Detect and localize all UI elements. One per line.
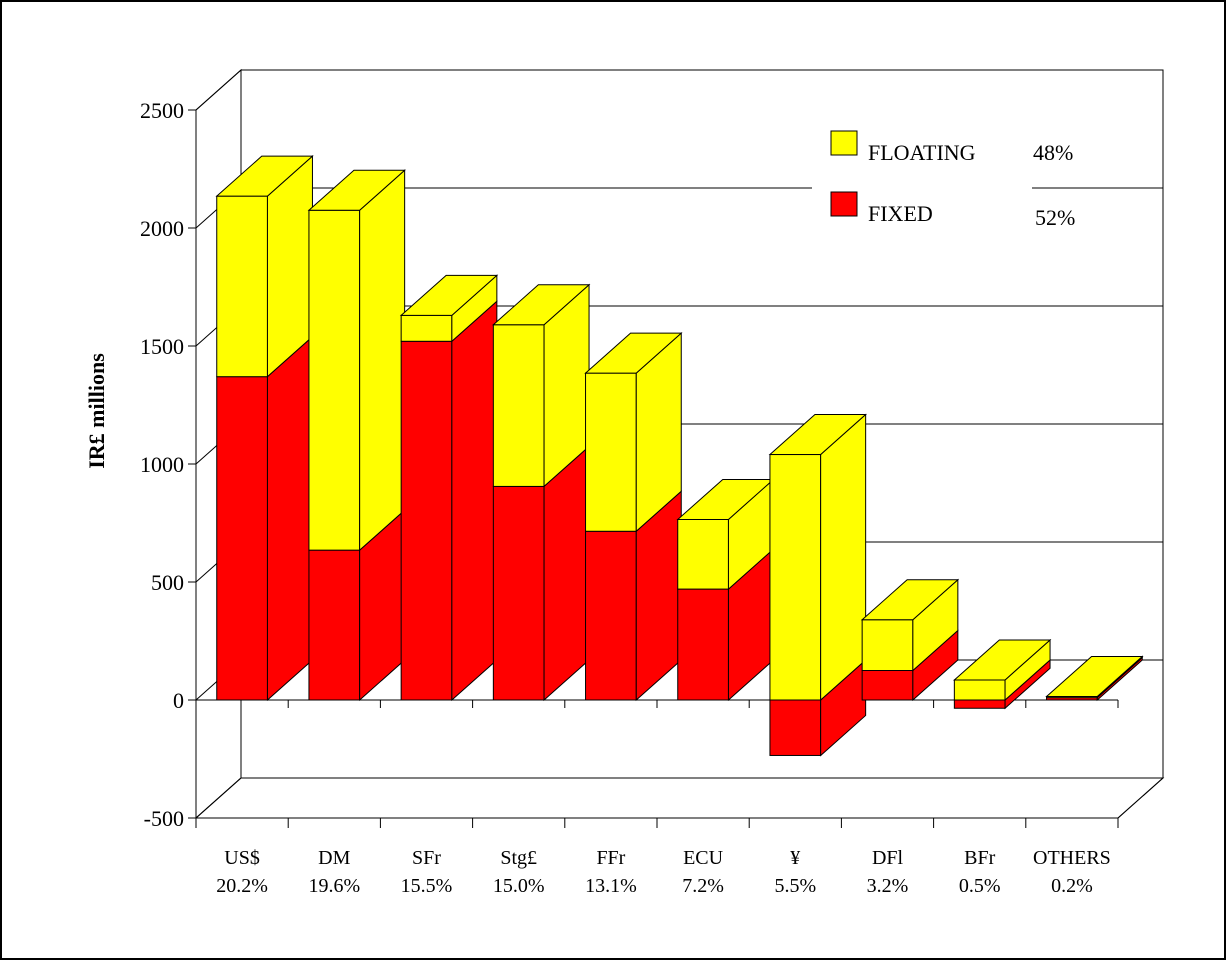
legend: FLOATING 48% FIXED 52% (812, 120, 1075, 238)
y-tick-label: 0 (173, 688, 184, 713)
x-category-label: SFr (412, 847, 441, 869)
bar-stack (676, 478, 775, 702)
bar-segment-floating (585, 372, 637, 532)
bar-stack (584, 332, 683, 702)
bar-stack (307, 169, 406, 702)
x-category-share: 13.1% (585, 875, 637, 897)
y-axis-label: IR£ millions (84, 353, 109, 469)
bar-stack (860, 578, 960, 702)
bar-segment-floating (769, 454, 822, 701)
bar-segment-floating (308, 209, 361, 551)
bar-segment-floating-top (215, 155, 314, 197)
x-category-label: DM (318, 847, 350, 869)
legend-share-fixed: 52% (1035, 205, 1075, 230)
x-category-share: 15.0% (493, 875, 545, 897)
x-category-share: 0.5% (959, 875, 1001, 897)
bar-segment-fixed (308, 549, 361, 701)
legend-label-floating: FLOATING (868, 140, 976, 165)
bar-segment-floating (216, 195, 268, 378)
x-axis-corner (1117, 777, 1164, 819)
bars (215, 155, 1144, 757)
x-category-label: ¥ (790, 847, 800, 869)
bar-stack (953, 638, 1052, 710)
x-category-share: 19.6% (308, 875, 360, 897)
bar-segment-fixed-side (543, 445, 590, 702)
bar-segment-fixed (216, 376, 268, 701)
y-tick-label: 1500 (140, 334, 184, 359)
x-category-label: BFr (964, 847, 995, 869)
y-tick-label: 1000 (140, 452, 184, 477)
bar-segment-floating-top (492, 284, 591, 326)
floor (194, 777, 1165, 819)
bar-segment-fixed (585, 530, 637, 701)
bar-segment-floating (953, 679, 1006, 701)
legend-swatch-floating (830, 130, 858, 156)
x-category-label: OTHERS (1033, 847, 1111, 869)
bar-segment-floating-top (768, 414, 867, 456)
bar-segment-floating-top (399, 274, 499, 316)
y-tick-label: 500 (151, 570, 184, 595)
bar-stack (399, 274, 499, 702)
x-category-share: 7.2% (682, 875, 724, 897)
x-category-share: 20.2% (216, 875, 268, 897)
bar-stack (215, 155, 314, 702)
bar-segment-fixed (861, 670, 914, 701)
gridline (195, 777, 1163, 819)
x-category-share: 15.5% (401, 875, 453, 897)
x-category-share: 5.5% (774, 875, 816, 897)
bar-segment-fixed (492, 485, 545, 701)
y-tick-label: -500 (144, 806, 184, 831)
bar-segment-fixed (677, 588, 729, 701)
x-category-label: FFr (596, 847, 625, 869)
x-category-label: US$ (224, 847, 260, 869)
bar-segment-fixed (769, 699, 822, 756)
bar-segment-fixed (953, 699, 1006, 709)
bar-segment-floating (400, 314, 453, 342)
bar-segment-floating-top (1045, 655, 1144, 697)
bar-segment-floating-top (953, 639, 1052, 681)
bar-stack (492, 283, 591, 702)
y-axis: -500 0 500 1000 1500 2000 2500 (140, 98, 197, 831)
bar-segment-fixed-side (451, 300, 498, 702)
x-category-label: ECU (683, 847, 724, 869)
legend-swatch-fixed (830, 191, 858, 217)
x-category-label: Stg£ (500, 847, 537, 869)
bar-segment-floating-side (359, 169, 406, 552)
bar-stack (768, 413, 867, 757)
bar-segment-floating (677, 518, 729, 590)
bar-segment-floating-top (860, 579, 960, 621)
bar-segment-floating (861, 619, 914, 672)
x-category-share: 0.2% (1051, 875, 1093, 897)
bar-segment-floating (492, 324, 545, 487)
x-category-label: DFl (872, 847, 904, 869)
gridline (195, 69, 1163, 111)
bar-segment-floating-top (307, 169, 406, 211)
bar-segment-fixed (400, 340, 453, 701)
legend-label-fixed: FIXED (868, 201, 933, 226)
x-category-share: 3.2% (867, 875, 909, 897)
bar-segment-floating-side (820, 413, 867, 702)
y-tick-label: 2500 (140, 98, 184, 123)
x-axis: US$ 20.2% DM 19.6% SFr 15.5% Stg£ 15.0% FFr 13.1%… (195, 699, 1164, 897)
bar-segment-floating-top (584, 332, 683, 374)
legend-share-floating: 48% (1033, 140, 1073, 165)
bar-segment-fixed-side (266, 335, 313, 702)
y-tick-label: 2000 (140, 216, 184, 241)
bar-stack (1045, 655, 1144, 702)
